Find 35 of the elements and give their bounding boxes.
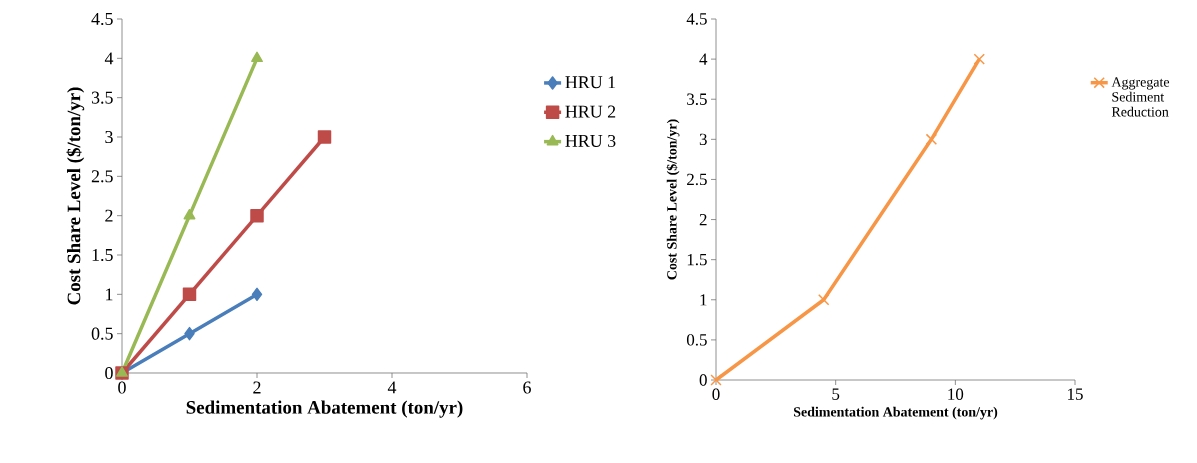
x-tick-label: 0 xyxy=(118,381,126,394)
y-tick-label: 1 xyxy=(106,288,113,301)
y-tick-label: 2 xyxy=(699,213,707,226)
y-tick-label: 3 xyxy=(105,130,113,144)
y-axis-title: Cost Share Level ($/ton/yr) xyxy=(666,119,680,280)
y-tick-label: 3.5 xyxy=(687,93,707,105)
y-tick-label: 2.5 xyxy=(91,170,113,183)
legend-label: HRU 2 xyxy=(565,105,616,118)
legend-label: HRU 1 xyxy=(565,76,616,89)
x-tick-label: 4 xyxy=(387,381,397,394)
y-tick-label: 4.5 xyxy=(686,13,707,25)
x-axis-title: Sedimentation Abatement (ton/yr) xyxy=(793,406,998,420)
y-tick-label: 1.5 xyxy=(92,248,113,262)
y-tick-label: 4 xyxy=(104,52,114,65)
y-tick-label: 0.5 xyxy=(686,334,707,346)
x-tick-label: 15 xyxy=(1068,388,1083,400)
legend-label: Aggregate Sediment Reduction xyxy=(1111,77,1170,117)
y-tick-label: 2.5 xyxy=(687,173,707,186)
y-tick-label: 1.5 xyxy=(687,253,707,266)
y-tick-label: 3.5 xyxy=(91,91,113,104)
y-tick-label: 1 xyxy=(700,294,707,306)
x-tick-label: 0 xyxy=(712,388,720,400)
y-tick-label: 2 xyxy=(105,209,113,222)
y-axis-title: Cost Share Level ($/ton/yr) xyxy=(66,87,85,305)
legend-label: HRU 3 xyxy=(565,134,616,147)
y-tick-label: 0.5 xyxy=(91,327,113,340)
x-tick-label: 10 xyxy=(948,388,964,400)
y-tick-label: 4.5 xyxy=(91,12,113,26)
x-tick-label: 2 xyxy=(253,381,261,394)
x-axis-title: Sedimentation Abatement (ton/yr) xyxy=(186,400,463,418)
x-tick-label: 5 xyxy=(832,388,840,400)
y-tick-label: 3 xyxy=(699,133,707,146)
x-tick-label: 6 xyxy=(523,381,531,394)
y-tick-label: 4 xyxy=(699,53,708,65)
y-tick-label: 0 xyxy=(105,366,113,380)
